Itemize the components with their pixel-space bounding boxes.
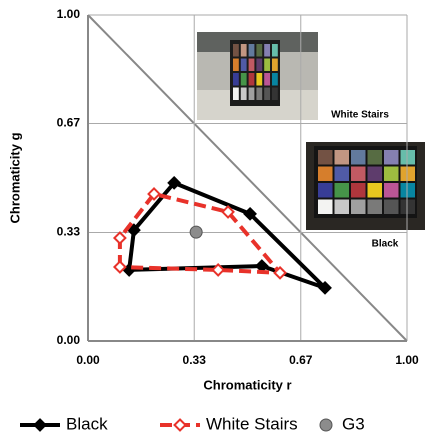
swatch (367, 166, 382, 181)
point (147, 187, 161, 201)
swatch (384, 150, 399, 165)
swatch (334, 166, 349, 181)
swatch (240, 73, 247, 86)
legend-label: White Stairs (206, 414, 298, 433)
locus-line (87, 14, 408, 342)
swatch (351, 166, 366, 181)
legend-marker (173, 418, 187, 432)
point (112, 231, 127, 245)
swatch (272, 44, 278, 57)
swatch (248, 87, 255, 100)
swatch (400, 150, 415, 165)
swatch (272, 73, 278, 86)
y-tick-label: 0.00 (57, 333, 81, 347)
swatch (256, 73, 263, 86)
x-tick-label: 1.00 (395, 353, 419, 367)
swatch (334, 183, 349, 198)
swatch (334, 199, 349, 214)
swatch (272, 87, 278, 100)
point (318, 280, 332, 295)
swatch (264, 73, 270, 86)
annotation: White Stairs (331, 110, 389, 121)
x-tick-label: 0.33 (183, 353, 207, 367)
legend-label: G3 (342, 414, 365, 433)
point (221, 204, 235, 219)
swatch (248, 44, 255, 57)
swatch (351, 150, 366, 165)
legend-marker (319, 418, 333, 432)
y-tick-label: 1.00 (57, 7, 81, 21)
swatch (351, 199, 366, 214)
swatch (334, 150, 349, 165)
swatch (367, 150, 382, 165)
swatch (240, 87, 247, 100)
swatch (233, 73, 239, 86)
swatch (367, 183, 382, 198)
swatch (400, 199, 415, 214)
y-tick-label: 0.33 (57, 225, 81, 239)
swatch (256, 87, 263, 100)
x-tick-label: 0.00 (76, 353, 100, 367)
swatch (384, 166, 399, 181)
swatch (248, 73, 255, 86)
swatch (256, 58, 263, 71)
point (211, 263, 226, 277)
swatch (233, 58, 239, 71)
x-tick-label: 0.67 (289, 353, 313, 367)
point (127, 223, 141, 238)
swatch (264, 87, 270, 100)
point (112, 260, 127, 274)
point (273, 265, 287, 280)
legend-label: Black (66, 414, 108, 433)
swatch (240, 44, 247, 57)
swatch (400, 166, 415, 181)
swatch (318, 150, 333, 165)
swatch (264, 58, 270, 71)
swatch (233, 87, 239, 100)
swatch (256, 44, 263, 57)
swatch (240, 58, 247, 71)
swatch (264, 44, 270, 57)
swatch (233, 44, 239, 57)
swatch (400, 183, 415, 198)
point (167, 175, 182, 190)
point (189, 225, 203, 239)
y-tick-label: 0.67 (57, 116, 81, 130)
swatch (351, 183, 366, 198)
point (243, 206, 257, 221)
swatch (272, 58, 278, 71)
swatch (318, 183, 333, 198)
swatch (318, 166, 333, 181)
y-axis-title: Chromaticity g (7, 132, 22, 223)
swatch (248, 58, 255, 71)
swatch (367, 199, 382, 214)
legend-marker (33, 418, 47, 432)
photo-white-stairs (197, 32, 318, 120)
annotation: Black (372, 239, 399, 250)
swatch (384, 183, 399, 198)
swatch (318, 199, 333, 214)
swatch (384, 199, 399, 214)
x-axis-title: Chromaticity r (203, 377, 291, 392)
photo-black (306, 142, 425, 230)
